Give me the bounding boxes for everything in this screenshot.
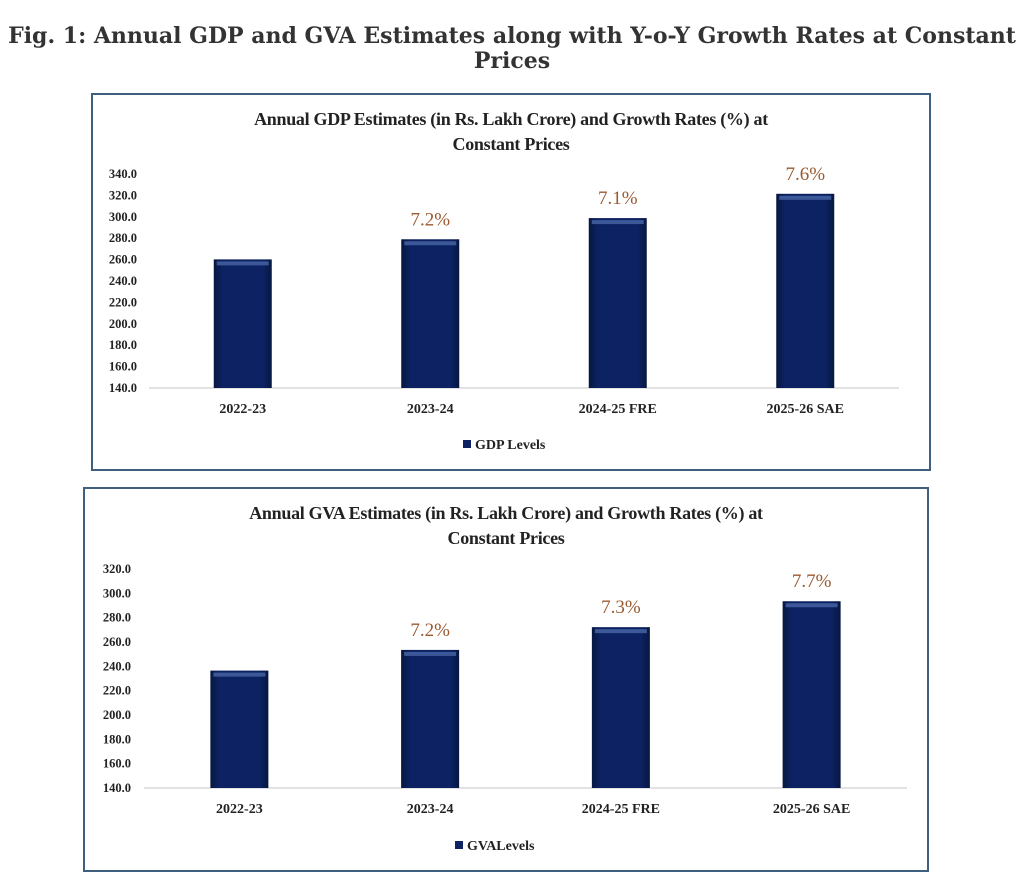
y-tick-label: 140.0 xyxy=(103,781,131,795)
y-tick-label: 140.0 xyxy=(109,381,137,395)
growth-label: 7.1% xyxy=(598,188,638,209)
gva-bar-chart: 140.0 160.0 180.0 200.0 220.0 240.0 260.0 280.0… xyxy=(103,562,907,854)
y-tick-label: 200.0 xyxy=(109,317,137,331)
y-tick-label: 260.0 xyxy=(103,635,131,649)
bar-2023-24 xyxy=(401,649,460,788)
gva-chart-title: Annual GVA Estimates (in Rs. Lakh Crore)… xyxy=(85,501,927,551)
x-tick-label: 2024-25 FRE xyxy=(579,402,657,417)
y-tick-label: 320.0 xyxy=(103,562,131,576)
y-tick-label: 280.0 xyxy=(103,611,131,625)
x-tick-label: 2025-26 SAE xyxy=(773,802,850,817)
y-tick-label: 260.0 xyxy=(109,253,137,267)
x-tick-label: 2022-23 xyxy=(216,802,263,817)
y-tick-label: 160.0 xyxy=(109,360,137,374)
y-tick-label: 320.0 xyxy=(109,188,137,202)
y-tick-label: 240.0 xyxy=(109,274,137,288)
y-tick-label: 160.0 xyxy=(103,757,131,771)
y-tick-label: 220.0 xyxy=(109,295,137,309)
bar-highlight xyxy=(779,195,832,200)
gdp-bar-chart: 140.0 160.0 180.0 200.0 220.0 240.0 260.0 280.0… xyxy=(109,164,899,453)
gva-chart-title-line1: Annual GVA Estimates (in Rs. Lakh Crore)… xyxy=(249,503,763,523)
legend-swatch xyxy=(463,440,471,448)
growth-label: 7.7% xyxy=(792,571,832,592)
x-tick-label: 2024-25 FRE xyxy=(582,802,660,817)
bar-highlight xyxy=(594,629,647,634)
bar-highlight xyxy=(216,261,269,266)
bar-2023-24 xyxy=(401,239,460,388)
bar-highlight xyxy=(213,672,266,677)
y-tick-label: 180.0 xyxy=(103,732,131,746)
legend-swatch xyxy=(455,841,463,849)
y-tick-label: 280.0 xyxy=(109,231,137,245)
bar-2025-26 SAE xyxy=(776,193,835,388)
y-tick-label: 240.0 xyxy=(103,659,131,673)
bar-highlight xyxy=(404,241,457,246)
x-tick-label: 2025-26 SAE xyxy=(767,402,844,417)
gva-chart-title-line2: Constant Prices xyxy=(447,528,565,548)
y-tick-label: 200.0 xyxy=(103,708,131,722)
bar-2022-23 xyxy=(210,670,269,788)
bar-highlight xyxy=(404,651,457,656)
x-tick-label: 2023-24 xyxy=(407,402,454,417)
gdp-chart-title-line2: Constant Prices xyxy=(452,134,570,154)
gdp-chart-title: Annual GDP Estimates (in Rs. Lakh Crore)… xyxy=(93,107,929,157)
x-tick-label: 2022-23 xyxy=(219,402,266,417)
bar-2025-26 SAE xyxy=(782,601,841,788)
y-tick-label: 180.0 xyxy=(109,338,137,352)
growth-label: 7.3% xyxy=(601,597,641,618)
bar-2024-25 FRE xyxy=(588,218,647,388)
bar-2022-23 xyxy=(213,259,272,388)
y-tick-label: 300.0 xyxy=(109,210,137,224)
bar-highlight xyxy=(785,603,838,608)
gdp-chart-title-line1: Annual GDP Estimates (in Rs. Lakh Crore)… xyxy=(254,109,768,129)
figure-title: Fig. 1: Annual GDP and GVA Estimates alo… xyxy=(8,23,1016,74)
legend-label: GVALevels xyxy=(467,839,535,854)
gva-chart-panel: Annual GVA Estimates (in Rs. Lakh Crore)… xyxy=(83,487,929,872)
growth-label: 7.6% xyxy=(785,164,825,185)
x-tick-label: 2023-24 xyxy=(407,802,454,817)
legend-label: GDP Levels xyxy=(475,438,546,453)
bar-highlight xyxy=(591,220,644,225)
y-tick-label: 220.0 xyxy=(103,684,131,698)
growth-label: 7.2% xyxy=(410,209,450,230)
y-tick-label: 300.0 xyxy=(103,586,131,600)
bar-2024-25 FRE xyxy=(591,627,650,788)
gdp-chart-panel: Annual GDP Estimates (in Rs. Lakh Crore)… xyxy=(91,93,931,471)
y-tick-label: 340.0 xyxy=(109,167,137,181)
growth-label: 7.2% xyxy=(410,620,450,641)
